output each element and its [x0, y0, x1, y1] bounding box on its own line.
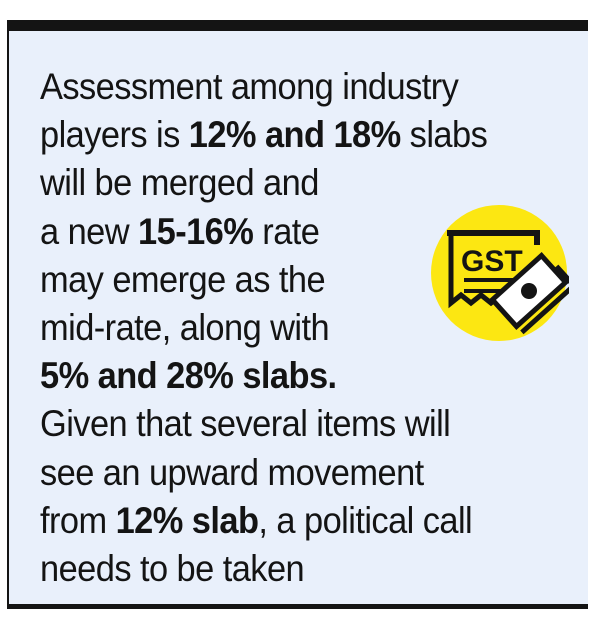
callout-line: may emerge as the	[40, 256, 542, 304]
callout-line: mid-rate, along with	[40, 304, 542, 352]
callout-text: Assessment among industry players is 12% …	[40, 63, 542, 593]
callout-line: a new 15-16% rate	[40, 208, 542, 256]
text: will be merged and	[40, 162, 319, 204]
text: slabs	[400, 114, 488, 156]
gst-callout-box: Assessment among industry players is 12% …	[7, 20, 588, 609]
gst-label: GST	[461, 245, 523, 278]
callout-line: players is 12% and 18% slabs	[40, 111, 542, 159]
callout-line: Given that several items will	[40, 400, 542, 448]
text: Assessment among industry	[40, 66, 459, 107]
bold-text: 12% and 18%	[188, 114, 401, 156]
bold-text: 15-16%	[138, 210, 254, 252]
callout-line: Assessment among industry	[40, 63, 542, 111]
text: from	[40, 499, 116, 541]
text: rate	[253, 210, 320, 252]
text: a new	[40, 210, 139, 252]
bold-text: 5% and 28% slabs.	[40, 355, 337, 397]
text: may emerge as the	[40, 258, 326, 300]
gst-receipt-money-icon: GST	[431, 205, 569, 341]
text: needs to be taken	[40, 548, 305, 590]
callout-line: from 12% slab, a political call	[40, 497, 542, 545]
text: see an upward movement	[40, 451, 424, 493]
bold-text: 12% slab	[115, 499, 259, 541]
text: mid-rate, along with	[40, 307, 330, 349]
callout-line: see an upward movement	[40, 449, 542, 497]
text: players is	[40, 114, 189, 156]
callout-line: needs to be taken	[40, 545, 542, 593]
callout-line: 5% and 28% slabs.	[40, 352, 542, 400]
text: Given that several items will	[40, 403, 451, 445]
callout-line: will be merged and	[40, 159, 542, 207]
text: , a political call	[258, 499, 473, 541]
